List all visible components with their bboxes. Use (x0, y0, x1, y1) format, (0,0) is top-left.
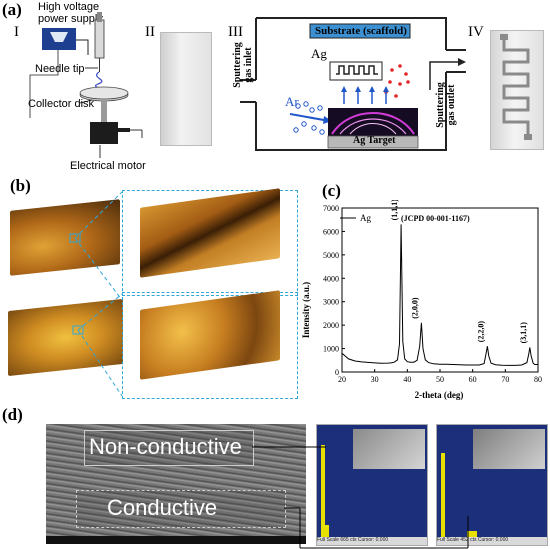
ag-particle (404, 72, 408, 76)
panel-label-b: (b) (10, 176, 31, 195)
ag-particle (406, 80, 410, 84)
ag-target-label: Ag Target (353, 135, 396, 146)
xrd-chart: 20 30 40 50 60 70 80 0 1000 2000 3000 4000 5000 6000 7… (301, 200, 542, 400)
step-label-III: III (228, 24, 243, 40)
gas-inlet-pipe (240, 79, 256, 103)
syringe-plunger (97, 12, 102, 22)
peak-annotation: (1,1,1) (390, 200, 399, 220)
electrospinning-diagram (29, 12, 143, 158)
hv-label: High voltage power supply (38, 1, 103, 25)
power-supply-dial (50, 32, 68, 42)
gas-outlet-pipe (446, 49, 466, 73)
ar-label: Ar (285, 94, 299, 109)
xrd-series-ag (341, 224, 538, 366)
panel-label-a: (a) (2, 0, 22, 19)
eds-left-inset (353, 429, 425, 469)
motor-shaft (101, 99, 107, 122)
x-tick-label: 30 (371, 375, 379, 384)
needle-tip-label: Needle tip (35, 63, 85, 75)
sem-image (46, 424, 306, 542)
eds-spectrum-left: Full Scale 665 cts Cursor: 0.000 (316, 424, 428, 546)
eds-spectrum-right: Full Scale 452 cts Cursor: 0.000 (436, 424, 548, 546)
xrd-xlabel: 2-theta (deg) (415, 390, 464, 400)
peak-annotation: (2,0,0) (410, 297, 419, 319)
panel-label-d: (d) (2, 405, 23, 424)
conductive-region: Conductive (76, 490, 286, 528)
ag-particle (398, 82, 402, 86)
panel-label-c: (c) (322, 181, 341, 200)
ag-particle (390, 68, 394, 72)
zoom-guides (69, 191, 123, 397)
ag-target (327, 135, 419, 149)
hv-wire (76, 39, 89, 55)
afm-zoom-frame-bottom (122, 292, 298, 399)
scaffold-sheet (160, 32, 212, 146)
conductive-label: Conductive (107, 495, 218, 520)
afm-zoom-frame-top (122, 190, 298, 296)
ground-wire (29, 50, 59, 118)
deposition-arrow-head (341, 86, 347, 92)
deposition-arrows (341, 86, 389, 104)
eds-right-footer: Full Scale 452 cts Cursor: 0.000 (437, 537, 547, 545)
xrd-ylabel: Intensity (a.u.) (301, 282, 311, 338)
ag-particle (398, 64, 402, 68)
serpentine-electrode (500, 34, 532, 140)
ar-atoms (293, 101, 325, 135)
y-tick-label: 6000 (323, 227, 339, 236)
non-conductive-label: Non-conductive (89, 434, 242, 459)
y-tick-label: 0 (335, 368, 339, 377)
motor-body (90, 122, 118, 144)
sputtering-chamber (240, 17, 466, 151)
ag-particle (394, 94, 398, 98)
ag-small-label: Ag (311, 46, 327, 61)
hv-label-line2: power supply (38, 13, 103, 25)
x-tick-label: 20 (338, 375, 346, 384)
ar-arrow (289, 113, 325, 121)
sem-info-bar (46, 536, 306, 544)
ag-particles (384, 64, 410, 98)
y-tick-label: 2000 (323, 321, 339, 330)
y-tick-label: 5000 (323, 251, 339, 260)
xrd-reference: (JCPD 00-001-1167) (401, 214, 470, 223)
hv-label-line1: High voltage (38, 1, 100, 13)
deposition-arrow-head (383, 86, 389, 92)
y-tick-label: 7000 (323, 204, 339, 213)
x-tick-label: 70 (501, 375, 509, 384)
step-label-IV: IV (468, 24, 484, 40)
peak-annotation: (3,1,1) (519, 322, 528, 344)
eds-left-peak (321, 445, 325, 539)
eds-right-inset (473, 429, 545, 469)
step-label-I: I (14, 24, 19, 40)
non-conductive-region: Non-conductive (84, 430, 254, 466)
electrical-motor-label: Electrical motor (70, 160, 146, 172)
x-tick-label: 40 (403, 375, 411, 384)
peak-annotation: (2,2,0) (476, 321, 485, 343)
x-tick-label: 80 (534, 375, 542, 384)
y-tick-label: 4000 (323, 274, 339, 283)
eds-right-peak (441, 453, 445, 539)
legend-label-ag: Ag (360, 213, 371, 223)
y-tick-label: 3000 (323, 298, 339, 307)
x-tick-label: 50 (436, 375, 444, 384)
substrate-label: Substrate (scaffold) (315, 25, 407, 37)
serpentine-pattern (336, 65, 378, 75)
x-tick-label: 60 (469, 375, 477, 384)
eds-left-footer: Full Scale 665 cts Cursor: 0.000 (317, 537, 427, 545)
chamber-wall (255, 17, 447, 151)
substrate-bar (309, 23, 411, 39)
step-label-II: II (145, 24, 155, 40)
collector-disk-label: Collector disk (28, 98, 95, 110)
deposition-arrow-head (355, 86, 361, 92)
deposition-arrow-head (369, 86, 375, 92)
ag-particle (388, 80, 392, 84)
y-tick-label: 1000 (323, 345, 339, 354)
